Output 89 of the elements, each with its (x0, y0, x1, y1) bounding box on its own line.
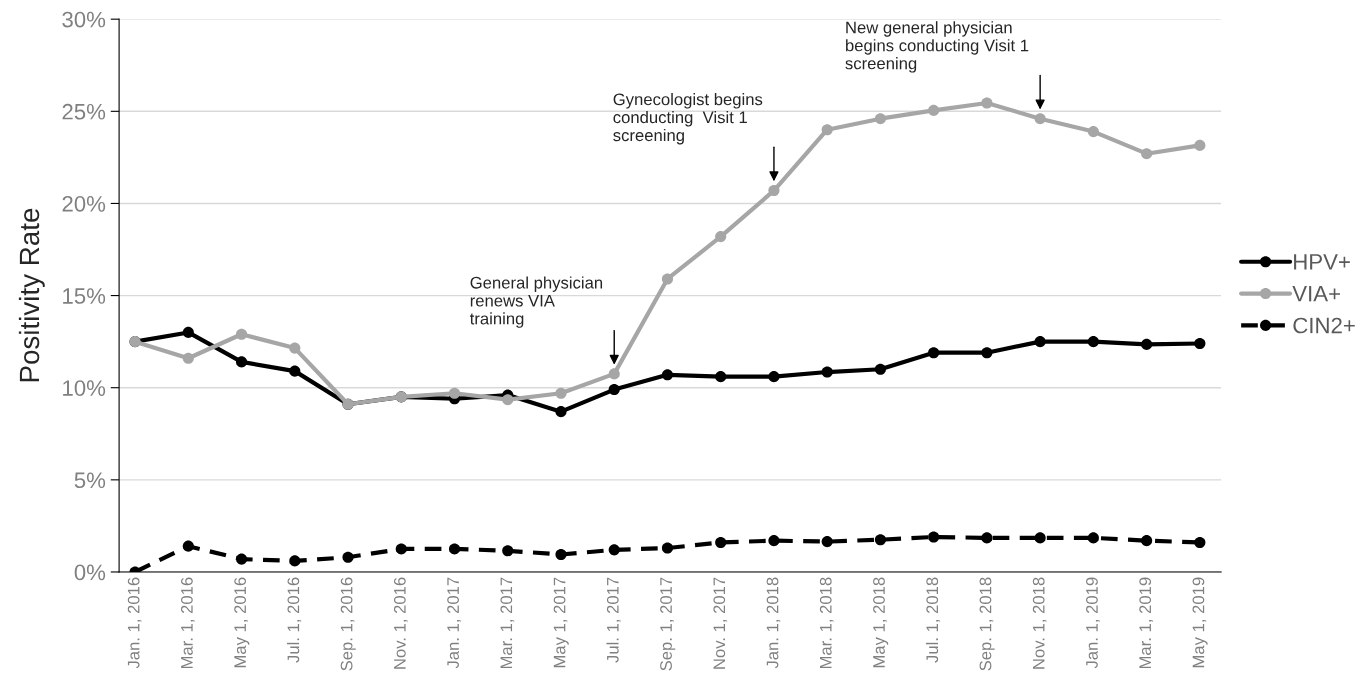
point (1141, 148, 1153, 160)
point (661, 542, 674, 554)
x-tick-label: Jul. 1, 2017 (606, 577, 621, 663)
point (928, 104, 940, 116)
x-tick-label: May 1, 2018 (873, 577, 889, 668)
point (821, 536, 833, 548)
y-tick-label: 20% (62, 195, 106, 212)
point (236, 356, 248, 368)
legend-label: CIN2+ (1293, 317, 1355, 334)
point (555, 548, 567, 561)
point (981, 97, 993, 109)
point (395, 543, 407, 555)
point (1034, 336, 1046, 348)
point (608, 368, 620, 380)
y-tick-label: 5% (74, 472, 106, 489)
point (502, 545, 514, 557)
point (289, 365, 301, 377)
x-tick-label: Mar. 1, 2018 (819, 577, 834, 669)
point (768, 535, 780, 547)
x-tick-label: Jan. 1, 2016 (127, 577, 142, 669)
legend-label: VIA+ (1292, 286, 1340, 302)
point (928, 531, 940, 543)
point (928, 347, 940, 359)
x-tick-label: Mar. 1, 2019 (1139, 577, 1154, 669)
x-tick-label: May 1, 2016 (234, 577, 250, 668)
x-tick-label: Nov. 1, 2016 (393, 577, 408, 669)
point (555, 387, 567, 399)
point (1141, 535, 1153, 547)
point (448, 543, 461, 555)
x-tick-label: Jan. 1, 2017 (447, 577, 461, 669)
annotation: New general physician begins conducting Visit 1 screening (845, 21, 1029, 73)
point (1087, 126, 1099, 138)
point (1194, 139, 1206, 151)
x-tick-label: Mar. 1, 2017 (500, 577, 515, 669)
point (1194, 536, 1206, 549)
point (502, 394, 514, 406)
point (768, 371, 780, 383)
point (342, 551, 354, 563)
point (182, 352, 194, 364)
point (1087, 336, 1099, 348)
point (874, 534, 886, 546)
x-tick-label: May 1, 2019 (1192, 577, 1208, 668)
point (448, 387, 461, 399)
point (1034, 113, 1046, 125)
point (1034, 532, 1046, 544)
point (874, 113, 886, 125)
point (182, 326, 194, 338)
x-tick-label: Jul. 1, 2018 (925, 577, 941, 663)
point (981, 347, 993, 359)
point (1194, 337, 1206, 350)
x-tick-label: Nov. 1, 2018 (1032, 577, 1047, 669)
x-tick-label: Sep. 1, 2016 (340, 577, 356, 671)
point (1141, 338, 1153, 350)
point (981, 532, 993, 544)
point (236, 328, 248, 340)
annotation: General physician renews VIA training (469, 276, 603, 328)
point (874, 363, 886, 375)
point (1087, 532, 1099, 544)
point (768, 184, 780, 197)
y-axis-title: Positivity Rate (18, 208, 45, 382)
y-tick-label: 15% (63, 288, 106, 304)
point (821, 366, 833, 378)
x-tick-label: Jan. 1, 2018 (766, 577, 781, 669)
y-tick-label: 10% (63, 380, 106, 396)
point (715, 536, 727, 549)
point (821, 124, 833, 136)
point (608, 544, 620, 556)
point (289, 555, 301, 567)
annotation: Gynecologist begins conducting Visit 1 screening (613, 93, 763, 145)
point (715, 231, 727, 243)
y-tick-label: 0% (74, 564, 106, 581)
point (715, 371, 727, 383)
x-tick-label: Nov. 1, 2017 (713, 577, 728, 669)
point (236, 553, 248, 565)
point (661, 273, 674, 285)
y-tick-label: 30% (62, 11, 106, 28)
x-tick-label: May 1, 2017 (553, 577, 569, 668)
x-tick-label: Sep. 1, 2018 (979, 577, 995, 671)
x-tick-label: Jan. 1, 2019 (1086, 577, 1100, 669)
point (289, 342, 301, 354)
point (608, 384, 620, 396)
point (182, 540, 194, 552)
y-tick-label: 25% (62, 103, 106, 120)
x-tick-label: Sep. 1, 2017 (660, 577, 676, 671)
x-tick-label: Jul. 1, 2016 (287, 577, 302, 663)
legend-label: HPV+ (1294, 254, 1350, 270)
point (661, 369, 674, 381)
x-tick-label: Mar. 1, 2016 (180, 577, 195, 669)
point (555, 406, 567, 418)
